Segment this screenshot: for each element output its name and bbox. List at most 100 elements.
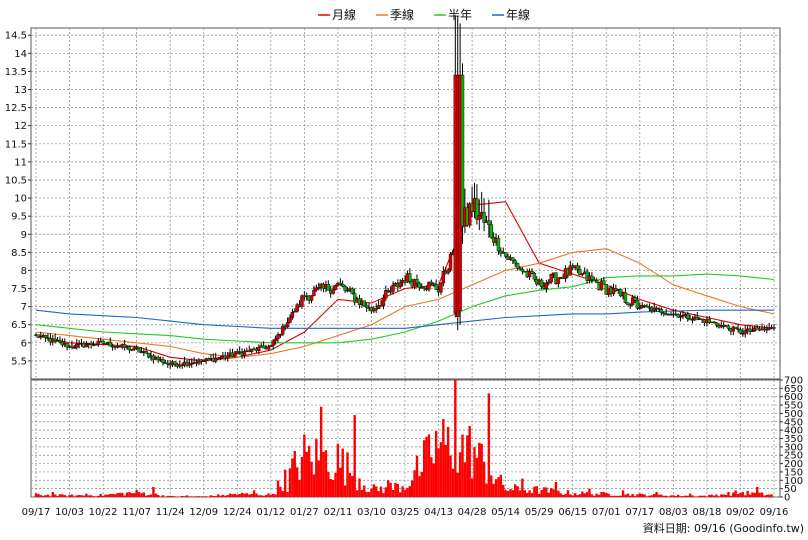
volume-bar xyxy=(39,495,42,497)
volume-bar xyxy=(612,495,615,497)
volume-bar xyxy=(583,493,586,497)
volume-bar xyxy=(161,495,165,497)
candle-down xyxy=(350,288,354,294)
candle-up xyxy=(300,295,304,307)
volume-bar xyxy=(274,494,277,497)
candle-up xyxy=(765,328,769,331)
candle-up xyxy=(96,340,100,345)
candle-up xyxy=(293,311,297,313)
candle-down xyxy=(144,351,148,354)
volume-bar xyxy=(94,496,98,497)
candle-down xyxy=(326,284,331,291)
candle-down xyxy=(772,327,776,329)
x-tick-label: 11/07 xyxy=(122,507,151,518)
candle-up xyxy=(197,359,201,364)
volume-bar xyxy=(142,492,146,497)
volume-bar xyxy=(384,487,388,497)
volume-bar xyxy=(636,494,639,497)
candle-down xyxy=(645,305,649,308)
volume-bar xyxy=(293,450,296,497)
candle-down xyxy=(261,345,266,349)
price-y-tick-label: 8 xyxy=(21,266,27,277)
volume-bar xyxy=(672,495,675,497)
volume-bar xyxy=(595,493,598,497)
volume-bar xyxy=(305,451,308,497)
volume-bar xyxy=(571,495,574,497)
candle-up xyxy=(266,346,271,350)
volume-bar xyxy=(537,494,541,497)
volume-bar xyxy=(576,495,579,497)
volume-y-tick-label: 250 xyxy=(784,451,803,462)
volume-bar xyxy=(770,494,773,497)
legend-ma240-label: 年線 xyxy=(506,7,530,22)
candle-up xyxy=(477,215,481,220)
candle-down xyxy=(70,345,74,348)
volume-bar xyxy=(233,493,237,497)
price-y-tick-label: 6.5 xyxy=(11,320,27,331)
price-y-tick-label: 11 xyxy=(14,157,27,168)
volume-bar xyxy=(621,490,625,497)
volume-bar xyxy=(425,436,428,497)
candle-down xyxy=(520,269,525,272)
volume-bar xyxy=(533,486,536,497)
candle-up xyxy=(678,316,683,318)
volume-bar xyxy=(415,455,419,497)
volume-bar xyxy=(157,494,160,497)
candlesticks xyxy=(34,15,776,369)
volume-bar xyxy=(399,492,402,497)
candle-up xyxy=(281,325,285,335)
volume-bar xyxy=(475,457,479,497)
volume-bar xyxy=(461,434,464,497)
volume-bar xyxy=(700,495,704,497)
candle-down xyxy=(578,269,582,275)
candle-down xyxy=(633,297,637,301)
candle-down xyxy=(748,328,752,332)
candle-up xyxy=(743,330,747,334)
volume-bar xyxy=(355,490,359,497)
candle-up xyxy=(345,289,350,292)
volume-bar xyxy=(331,479,335,497)
volume-bar xyxy=(446,426,450,497)
candle-down xyxy=(341,284,345,287)
volume-y-axis: 0501001502002503003504004505005506006507… xyxy=(780,376,803,504)
candle-down xyxy=(429,281,434,284)
candle-down xyxy=(686,314,690,319)
price-y-tick-label: 8.5 xyxy=(11,248,27,259)
volume-bar xyxy=(712,495,716,497)
volume-bar xyxy=(339,467,342,497)
volume-bar xyxy=(696,496,699,497)
volume-bar xyxy=(202,496,205,497)
candle-up xyxy=(398,282,402,288)
volume-bar xyxy=(732,492,735,497)
volume-bar xyxy=(80,495,83,497)
volume-bar xyxy=(387,480,390,497)
candle-up xyxy=(242,351,247,356)
volume-bar xyxy=(51,491,54,497)
volume-bar xyxy=(751,492,754,497)
volume-bar xyxy=(564,493,567,497)
volume-bar xyxy=(691,495,694,497)
candle-down xyxy=(46,337,50,339)
volume-bar xyxy=(307,445,311,497)
candle-down xyxy=(755,327,759,330)
volume-bar xyxy=(121,492,124,497)
candle-up xyxy=(278,334,283,336)
volume-bar xyxy=(528,490,531,497)
volume-bar xyxy=(643,494,646,497)
volume-bar xyxy=(343,485,347,497)
legend: 月線 季線 半年 年線 xyxy=(318,7,530,22)
candle-up xyxy=(427,281,431,290)
volume-y-tick-label: 500 xyxy=(784,409,803,420)
volume-bar xyxy=(255,493,258,497)
candle-down xyxy=(432,283,436,285)
candle-down xyxy=(575,265,580,270)
volume-bar xyxy=(504,490,507,497)
candle-down xyxy=(374,308,378,310)
volume-bar xyxy=(370,488,373,497)
volume-bar xyxy=(111,493,114,497)
x-tick-label: 10/03 xyxy=(55,507,84,518)
volume-bar xyxy=(212,495,215,497)
price-y-tick-label: 6 xyxy=(21,338,27,349)
volume-bar xyxy=(547,492,550,497)
candle-up xyxy=(547,281,551,284)
